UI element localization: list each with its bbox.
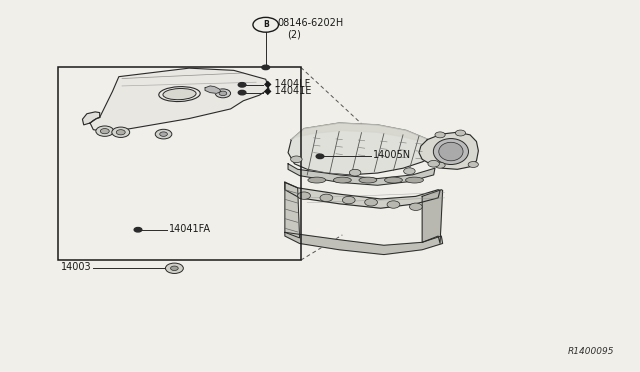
Circle shape [365,199,378,206]
Text: (2): (2) [287,30,301,40]
Circle shape [96,126,114,137]
Polygon shape [291,123,438,149]
Ellipse shape [163,89,196,100]
Text: 14005N: 14005N [373,150,411,160]
Circle shape [298,192,310,199]
Polygon shape [90,68,269,132]
Polygon shape [285,232,443,254]
Circle shape [116,130,125,135]
Circle shape [468,161,478,167]
Circle shape [320,194,333,202]
Circle shape [387,201,400,208]
Bar [58,67,301,260]
Circle shape [215,89,230,98]
Ellipse shape [439,142,463,161]
Circle shape [166,263,183,273]
Text: B: B [263,20,269,29]
Ellipse shape [308,177,326,183]
Polygon shape [419,132,478,169]
Polygon shape [288,164,435,185]
Circle shape [112,127,130,137]
Text: ◆ 1404LF: ◆ 1404LF [264,78,310,88]
Circle shape [435,162,445,168]
Circle shape [410,203,422,211]
Circle shape [100,129,109,134]
Polygon shape [288,123,438,175]
Polygon shape [83,112,100,125]
Text: 14003: 14003 [61,262,92,272]
Text: ◆ 14041E: ◆ 14041E [264,86,312,96]
Circle shape [171,266,178,270]
Ellipse shape [385,177,403,183]
Circle shape [291,156,302,163]
Circle shape [134,228,142,232]
Polygon shape [422,190,443,243]
Circle shape [456,130,466,136]
Circle shape [342,196,355,204]
Circle shape [219,91,227,96]
Circle shape [349,169,361,176]
Circle shape [404,168,415,174]
Text: 08146-6202H: 08146-6202H [277,18,344,28]
Circle shape [156,129,172,139]
Circle shape [238,90,246,95]
Text: R1400095: R1400095 [567,347,614,356]
Polygon shape [285,182,440,208]
Text: 14041FA: 14041FA [169,224,211,234]
Circle shape [435,132,445,138]
Ellipse shape [406,177,424,183]
Polygon shape [285,182,300,238]
Circle shape [238,83,246,87]
Circle shape [160,132,168,137]
Circle shape [428,160,440,167]
Ellipse shape [333,177,351,183]
Polygon shape [205,86,221,93]
Circle shape [262,65,269,70]
Ellipse shape [433,138,468,164]
Circle shape [316,154,324,158]
Ellipse shape [359,177,377,183]
